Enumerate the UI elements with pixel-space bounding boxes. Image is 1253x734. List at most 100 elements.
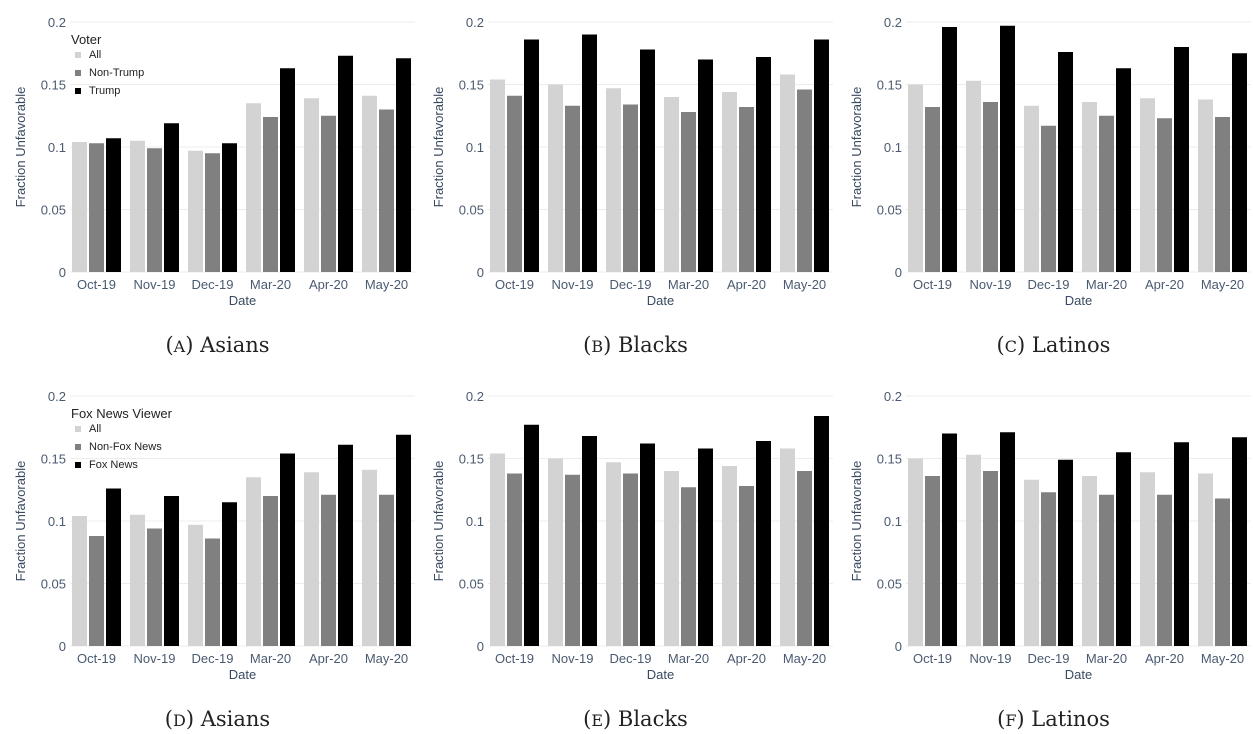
bar-nov-19-s1	[983, 102, 998, 272]
bar-dec-19-s0	[1024, 479, 1039, 646]
bar-may-20-s2	[814, 416, 829, 646]
x-tick-label: Mar-20	[668, 277, 709, 292]
panel-caption: (B) Blacks	[583, 333, 688, 357]
bar-apr-20-s1	[1157, 494, 1172, 646]
caption-text: Latinos	[1031, 707, 1110, 731]
x-tick-label: Dec-19	[192, 651, 234, 666]
bar-dec-19-s2	[1058, 52, 1073, 272]
y-tick-label: 0.15	[459, 452, 484, 467]
bar-mar-20-s1	[263, 117, 278, 272]
bar-nov-19-s2	[582, 436, 597, 646]
bar-apr-20-s2	[756, 441, 771, 646]
bar-mar-20-s0	[1082, 476, 1097, 646]
chart-panel-f: 0 0.05 0.1 0.15 0.2 Oct-19 Nov-19 Dec-19 Mar-20 A…	[849, 389, 1251, 731]
bar-mar-20-s2	[280, 68, 295, 272]
bar-dec-19-s1	[623, 104, 638, 272]
bar-dec-19-s0	[188, 524, 203, 646]
caption-letter: C	[1005, 337, 1017, 356]
bar-mar-20-s1	[263, 496, 278, 646]
x-tick-label: Apr-20	[309, 277, 348, 292]
caption-text: Asians	[199, 333, 269, 357]
y-tick-label: 0.15	[41, 78, 66, 93]
bar-nov-19-s0	[966, 80, 981, 272]
bar-nov-19-s1	[147, 528, 162, 646]
x-axis-title: Date	[229, 293, 256, 308]
x-tick-label: Apr-20	[727, 277, 766, 292]
y-tick-label: 0.2	[884, 389, 902, 404]
chart-panel-e: 0 0.05 0.1 0.15 0.2 Oct-19 Nov-19 Dec-19 Mar-20 A…	[431, 389, 833, 731]
y-tick-label: 0.15	[41, 452, 66, 467]
bar-apr-20-s2	[338, 55, 353, 272]
legend-swatch	[75, 88, 81, 94]
bar-nov-19-s0	[548, 84, 563, 272]
chart-panel-a: 0 0.05 0.1 0.15 0.2 Oct-19 Nov-19 Dec-19 Mar-20 A…	[13, 15, 415, 357]
bar-may-20-s0	[1198, 99, 1213, 272]
panel-caption: (E) Blacks	[583, 707, 688, 731]
caption-open-paren: (	[997, 707, 1005, 731]
caption-text: Blacks	[618, 333, 688, 357]
y-tick-label: 0.05	[877, 577, 902, 592]
y-axis-title: Fraction Unfavorable	[431, 461, 446, 582]
legend-label: Non-Trump	[89, 67, 144, 79]
x-tick-label: Oct-19	[913, 651, 952, 666]
y-tick-label: 0.05	[459, 203, 484, 218]
bar-nov-19-s1	[983, 471, 998, 646]
bar-may-20-s0	[780, 448, 795, 646]
legend-label: Fox News	[89, 459, 138, 471]
bar-may-20-s2	[1232, 437, 1247, 646]
x-axis-title: Date	[1065, 293, 1092, 308]
bar-oct-19-s2	[106, 488, 121, 646]
caption-open-paren: (	[583, 707, 591, 731]
x-tick-label: Oct-19	[913, 277, 952, 292]
caption-letter: B	[591, 337, 603, 356]
bar-nov-19-s0	[966, 454, 981, 646]
bar-dec-19-s0	[606, 462, 621, 646]
legend-swatch	[75, 444, 81, 450]
legend-label: All	[89, 423, 101, 435]
caption-open-paren: (	[165, 707, 173, 731]
bar-oct-19-s0	[72, 142, 87, 272]
bar-dec-19-s0	[606, 88, 621, 272]
y-tick-label: 0.2	[48, 15, 66, 30]
bar-apr-20-s2	[756, 57, 771, 272]
caption-letter: D	[173, 711, 186, 730]
legend-swatch	[75, 70, 81, 76]
bar-nov-19-s2	[582, 34, 597, 272]
bar-mar-20-s0	[664, 97, 679, 272]
x-tick-label: Nov-19	[552, 651, 594, 666]
bar-may-20-s0	[362, 95, 377, 272]
caption-close-paren: )	[1016, 707, 1031, 731]
x-tick-label: Mar-20	[250, 651, 291, 666]
y-tick-label: 0	[895, 639, 902, 654]
y-tick-label: 0.1	[48, 514, 66, 529]
y-tick-label: 0.1	[466, 514, 484, 529]
bar-oct-19-s0	[72, 516, 87, 646]
bar-oct-19-s1	[925, 107, 940, 272]
bar-dec-19-s2	[640, 443, 655, 646]
x-tick-label: Dec-19	[192, 277, 234, 292]
bar-mar-20-s1	[1099, 115, 1114, 272]
y-tick-label: 0	[895, 265, 902, 280]
caption-open-paren: (	[583, 333, 591, 357]
legend-swatch	[75, 426, 81, 432]
x-tick-label: Oct-19	[495, 651, 534, 666]
y-tick-label: 0.2	[466, 15, 484, 30]
y-tick-label: 0.15	[877, 78, 902, 93]
bar-apr-20-s0	[304, 98, 319, 272]
bar-may-20-s2	[396, 58, 411, 272]
bar-apr-20-s1	[1157, 118, 1172, 272]
bar-may-20-s2	[1232, 53, 1247, 272]
y-tick-label: 0	[59, 639, 66, 654]
caption-text: Blacks	[618, 707, 688, 731]
legend-label: All	[89, 49, 101, 61]
bar-dec-19-s2	[640, 49, 655, 272]
legend-title: Voter	[71, 32, 102, 47]
caption-open-paren: (	[997, 333, 1005, 357]
y-tick-label: 0.2	[884, 15, 902, 30]
y-tick-label: 0.2	[48, 389, 66, 404]
bar-apr-20-s1	[321, 494, 336, 646]
bar-apr-20-s0	[1140, 472, 1155, 646]
x-tick-label: Oct-19	[77, 277, 116, 292]
